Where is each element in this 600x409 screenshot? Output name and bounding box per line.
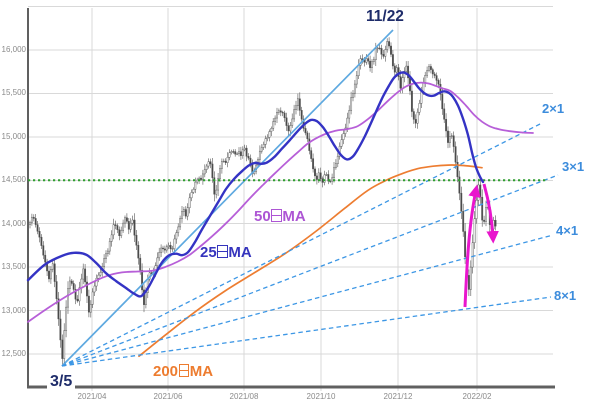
kanji-day-glyph [178,364,190,378]
y-axis-label: 14,500 [1,175,26,185]
kanji-day-glyph [217,245,228,259]
x-axis-label: 2021/08 [229,392,259,401]
ma-50-line [27,81,534,323]
ma-50-label: 50 MA [254,208,306,225]
ma-200-line [138,164,483,358]
x-axis-label: 2021/06 [153,392,183,401]
ma-25-label: 25 MA [200,244,252,261]
x-axis-label: 2021/10 [306,392,336,401]
gann-label-8x1: 8×1 [554,288,577,303]
y-axis-label: 13,000 [1,305,26,315]
x-axis-label: 2022/02 [462,392,492,401]
x-axis-label: 2021/12 [383,392,413,401]
ma-25-line [26,71,485,298]
x-axis-label: 2021/04 [77,392,107,401]
y-axis-label: 14,000 [1,218,26,228]
gann-label-2x1: 2×1 [542,101,565,116]
ma-200-label: 200 MA [153,363,214,380]
candlesticks [29,37,497,367]
y-axis-label: 16,000 [1,45,26,54]
gann-fan-lines [61,122,559,367]
axes [26,8,555,389]
y-axis-label: 15,500 [1,88,26,98]
gann-label-4x1: 4×1 [556,223,579,238]
y-axis-label: 12,500 [1,349,26,358]
trend-line-to-peak [61,29,394,367]
y-axis-label: 13,500 [1,262,26,272]
annotation-low-date: 3/5 [47,374,76,390]
gann-label-3x1: 3×1 [562,159,585,174]
y-axis-label: 15,000 [1,131,26,141]
annotation-peak-date: 11/22 [366,8,404,25]
kanji-day-glyph [271,209,282,223]
swing-arrows [463,183,499,308]
